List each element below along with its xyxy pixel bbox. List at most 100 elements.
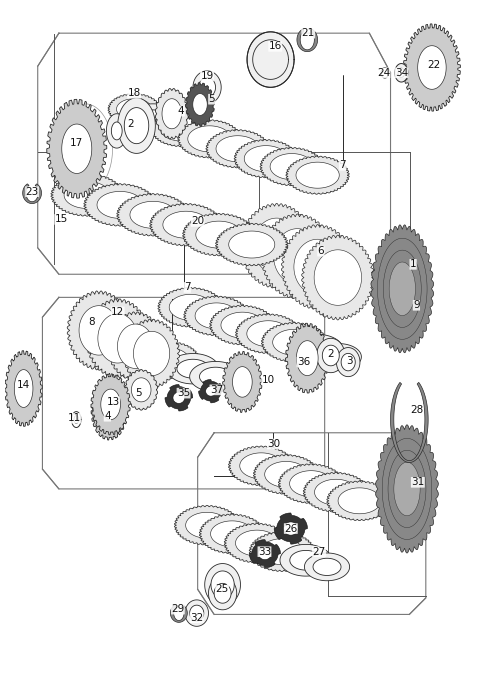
Polygon shape — [314, 479, 358, 506]
Polygon shape — [97, 191, 143, 218]
Polygon shape — [221, 312, 264, 338]
Polygon shape — [223, 351, 262, 412]
Text: 23: 23 — [25, 187, 39, 197]
Polygon shape — [236, 314, 301, 354]
Polygon shape — [64, 181, 110, 208]
Text: 17: 17 — [70, 138, 83, 148]
Polygon shape — [325, 349, 352, 365]
Text: 4: 4 — [178, 106, 184, 116]
Polygon shape — [394, 462, 420, 516]
Text: 11: 11 — [68, 413, 81, 423]
Polygon shape — [62, 124, 92, 173]
Polygon shape — [210, 305, 275, 345]
Text: 29: 29 — [171, 604, 184, 614]
Polygon shape — [108, 312, 164, 381]
Polygon shape — [186, 83, 215, 126]
Polygon shape — [281, 224, 354, 309]
Polygon shape — [190, 361, 241, 392]
Text: 14: 14 — [17, 379, 30, 390]
Polygon shape — [274, 513, 308, 544]
Polygon shape — [14, 369, 33, 407]
Polygon shape — [100, 332, 140, 356]
Polygon shape — [193, 94, 207, 115]
Polygon shape — [108, 94, 160, 125]
Polygon shape — [200, 367, 231, 386]
Polygon shape — [314, 250, 361, 305]
Polygon shape — [133, 332, 169, 375]
Polygon shape — [224, 523, 289, 563]
Text: 5: 5 — [208, 94, 215, 104]
Polygon shape — [47, 99, 107, 198]
Polygon shape — [216, 135, 259, 162]
Polygon shape — [98, 313, 138, 363]
Polygon shape — [174, 506, 240, 545]
Polygon shape — [388, 450, 426, 528]
Polygon shape — [404, 24, 460, 111]
Polygon shape — [137, 110, 168, 128]
Polygon shape — [101, 389, 120, 420]
Polygon shape — [211, 521, 253, 547]
Polygon shape — [118, 324, 154, 369]
Polygon shape — [125, 340, 165, 364]
Text: 35: 35 — [177, 388, 190, 398]
Polygon shape — [84, 183, 156, 226]
Polygon shape — [91, 374, 130, 435]
Polygon shape — [303, 472, 369, 512]
Polygon shape — [199, 78, 216, 97]
Polygon shape — [253, 454, 319, 494]
Polygon shape — [236, 530, 278, 556]
Polygon shape — [184, 296, 249, 336]
Polygon shape — [177, 359, 209, 378]
Polygon shape — [232, 367, 252, 397]
Polygon shape — [111, 122, 122, 140]
Polygon shape — [274, 228, 321, 284]
Polygon shape — [185, 600, 208, 626]
Polygon shape — [86, 299, 149, 378]
Text: 1: 1 — [410, 259, 417, 270]
Polygon shape — [376, 425, 438, 553]
Polygon shape — [205, 563, 240, 606]
Polygon shape — [260, 148, 324, 186]
Polygon shape — [193, 71, 221, 104]
Polygon shape — [316, 344, 361, 370]
Polygon shape — [258, 548, 272, 559]
Polygon shape — [240, 453, 283, 479]
Polygon shape — [313, 558, 341, 576]
Polygon shape — [228, 446, 294, 486]
Text: 27: 27 — [312, 547, 325, 557]
Polygon shape — [341, 353, 355, 371]
Text: 37: 37 — [210, 385, 223, 395]
Polygon shape — [118, 98, 156, 154]
Polygon shape — [211, 571, 234, 599]
Polygon shape — [182, 214, 255, 256]
Polygon shape — [208, 577, 237, 610]
Polygon shape — [5, 350, 42, 426]
Polygon shape — [199, 379, 223, 403]
Polygon shape — [297, 340, 318, 375]
Polygon shape — [286, 156, 349, 194]
Polygon shape — [382, 438, 432, 539]
Text: 24: 24 — [377, 68, 390, 78]
Polygon shape — [117, 193, 189, 236]
Polygon shape — [229, 231, 275, 258]
Polygon shape — [398, 68, 405, 78]
Polygon shape — [151, 111, 211, 147]
Text: 10: 10 — [262, 375, 275, 385]
Text: 34: 34 — [395, 68, 408, 78]
Polygon shape — [123, 319, 180, 388]
Text: 2: 2 — [128, 119, 134, 129]
Polygon shape — [302, 340, 333, 360]
Text: 26: 26 — [284, 524, 298, 534]
Text: 5: 5 — [135, 388, 142, 398]
Polygon shape — [304, 553, 349, 581]
Polygon shape — [278, 464, 344, 503]
Polygon shape — [91, 382, 127, 440]
Polygon shape — [273, 330, 315, 355]
Polygon shape — [327, 481, 392, 520]
Polygon shape — [234, 140, 298, 178]
Polygon shape — [391, 382, 428, 462]
Polygon shape — [51, 174, 123, 216]
Polygon shape — [244, 146, 288, 172]
Polygon shape — [163, 211, 209, 238]
Polygon shape — [165, 385, 193, 411]
